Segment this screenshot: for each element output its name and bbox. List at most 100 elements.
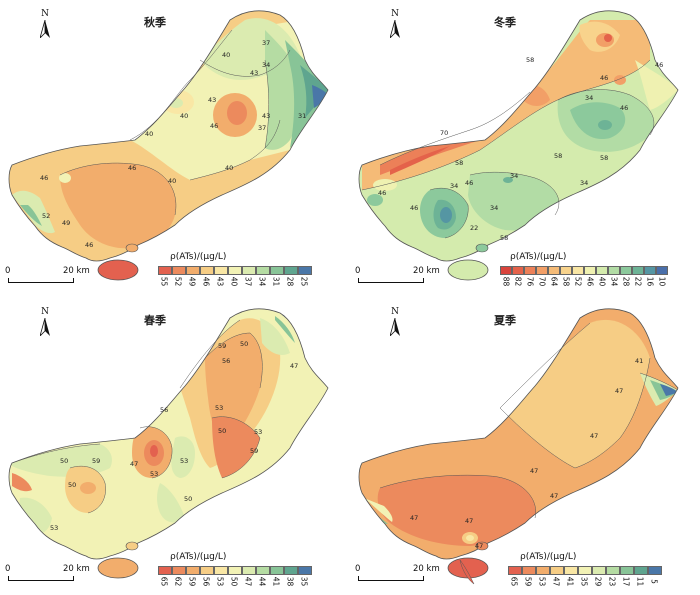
legend-swatch xyxy=(186,266,200,275)
legend-tick-label: 40 xyxy=(597,276,607,287)
contour-label: 56 xyxy=(222,357,230,365)
contour-label: 53 xyxy=(254,428,262,436)
contour-label: 50 xyxy=(68,481,76,489)
legend-swatch xyxy=(200,566,214,575)
legend-swatch xyxy=(284,266,298,275)
contour-label: 47 xyxy=(290,362,298,370)
contour-label: 58 xyxy=(600,154,608,162)
contour-label: 52 xyxy=(42,212,50,220)
winter-contour-labels: 58 46 46 70 58 46 34 58 34 46 58 22 34 46 34 34 58 46 xyxy=(378,56,663,242)
north-arrow: N xyxy=(388,10,402,38)
legend-tick-label: 82 xyxy=(513,276,523,287)
autumn-contour-labels: 40 37 34 31 40 43 46 40 43 46 40 43 37 46 46 49 52 40 xyxy=(40,39,306,249)
legend-swatch xyxy=(512,266,524,275)
legend-swatch xyxy=(284,566,298,575)
contour-label: 43 xyxy=(262,112,270,120)
map-panel-spring: 59 56 50 47 56 53 50 53 59 53 50 53 47 50 50 53 59 春季 N … xyxy=(0,298,350,595)
legend-tick-label: 58 xyxy=(561,276,571,287)
scale-end-label: 20 km xyxy=(63,564,90,574)
map-panel-summer: 41 47 47 47 47 47 47 47 夏季 N 0 20 km ρ(ATs)/(μg… xyxy=(350,298,700,595)
legend-tick-label: 53 xyxy=(215,576,225,587)
legend-tick-label: 16 xyxy=(645,276,655,287)
contour-label: 40 xyxy=(180,112,188,120)
contour-label: 40 xyxy=(145,130,153,138)
legend-tick-label: 62 xyxy=(173,576,183,587)
legend-tick-label: 43 xyxy=(215,276,225,287)
legend-tick-label: 35 xyxy=(299,576,309,587)
summer-contour-lines xyxy=(379,322,679,519)
legend-swatch xyxy=(572,266,584,275)
legend-tick-label: 31 xyxy=(271,276,281,287)
legend-tick-label: 11 xyxy=(635,576,645,587)
legend-swatch xyxy=(632,266,644,275)
legend-swatch xyxy=(608,266,620,275)
legend-swatch xyxy=(242,566,256,575)
contour-label: 49 xyxy=(62,219,70,227)
scale-end-label: 20 km xyxy=(413,266,440,276)
legend-tick-label: 29 xyxy=(593,576,603,587)
north-arrow: N xyxy=(38,10,52,38)
legend-tick-label: 52 xyxy=(573,276,583,287)
legend-tick-label: 38 xyxy=(285,576,295,587)
north-label: N xyxy=(41,307,49,317)
legend-swatch xyxy=(584,266,596,275)
legend-swatch xyxy=(536,266,548,275)
legend-tick-label: 70 xyxy=(537,276,547,287)
contour-label: 47 xyxy=(410,514,418,522)
contour-label: 34 xyxy=(450,182,458,190)
legend-swatch xyxy=(158,266,172,275)
scale-start-label: 0 xyxy=(355,266,361,276)
legend-tick-label: 47 xyxy=(243,576,253,587)
scale-start-label: 0 xyxy=(5,564,11,574)
autumn-contour-lines xyxy=(59,29,291,216)
contour-label: 40 xyxy=(222,51,230,59)
north-arrow-icon xyxy=(390,20,400,38)
panel-title: 秋季 xyxy=(144,16,166,29)
legend-swatch xyxy=(228,266,242,275)
contour-label: 53 xyxy=(50,524,58,532)
legend-tick-label: 23 xyxy=(607,576,617,587)
legend-tick-label: 59 xyxy=(187,576,197,587)
legend-tick-label: 35 xyxy=(579,576,589,587)
legend-tick-label: 76 xyxy=(525,276,535,287)
contour-label: 47 xyxy=(475,542,483,550)
contour-label: 43 xyxy=(208,96,216,104)
contour-label: 46 xyxy=(620,104,628,112)
legend-tick-label: 25 xyxy=(299,276,309,287)
summer-map: 41 47 47 47 47 47 47 47 xyxy=(358,308,679,585)
legend-tick-label: 41 xyxy=(271,576,281,587)
contour-label: 59 xyxy=(250,447,258,455)
contour-label: 56 xyxy=(160,406,168,414)
contour-label: 46 xyxy=(655,61,663,69)
legend-tick-label: 22 xyxy=(633,276,643,287)
north-arrow-icon xyxy=(40,318,50,336)
legend-title: ρ(ATs)/(μg/L) xyxy=(170,252,227,262)
map-panel-winter: 58 46 46 70 58 46 34 58 34 46 58 22 34 46 34 34 58 46 冬季 … xyxy=(350,0,700,297)
spring-contour-lines xyxy=(11,319,263,514)
scale-bar-line xyxy=(358,278,424,283)
legend-tick-label: 17 xyxy=(621,576,631,587)
contour-label: 34 xyxy=(580,179,588,187)
scale-start-label: 0 xyxy=(355,564,361,574)
map-panel-autumn: 40 37 34 31 40 43 46 40 43 46 40 43 37 46 46 49 52 40 秋季 … xyxy=(0,0,350,297)
contour-label: 43 xyxy=(250,69,258,77)
legend-swatch xyxy=(186,566,200,575)
legend-swatch xyxy=(228,566,242,575)
contour-label: 50 xyxy=(218,427,226,435)
contour-label: 31 xyxy=(298,112,306,120)
legend-tick-label: 40 xyxy=(229,276,239,287)
contour-label: 22 xyxy=(470,224,478,232)
scale-end-label: 20 km xyxy=(63,266,90,276)
scale-bar-line xyxy=(8,278,74,283)
legend-tick-label: 46 xyxy=(201,276,211,287)
contour-label: 46 xyxy=(40,174,48,182)
legend-swatch xyxy=(522,566,536,575)
legend-swatch xyxy=(596,266,608,275)
contour-label: 46 xyxy=(128,164,136,172)
north-label: N xyxy=(391,307,399,317)
legend-swatch xyxy=(256,266,270,275)
contour-label: 58 xyxy=(526,56,534,64)
legend-tick-label: 10 xyxy=(657,276,667,287)
legend-tick-label: 46 xyxy=(585,276,595,287)
contour-label: 37 xyxy=(262,39,270,47)
